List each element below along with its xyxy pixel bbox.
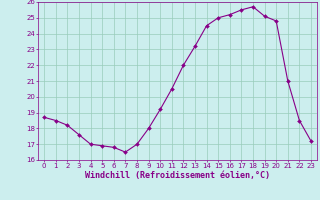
X-axis label: Windchill (Refroidissement éolien,°C): Windchill (Refroidissement éolien,°C): [85, 171, 270, 180]
